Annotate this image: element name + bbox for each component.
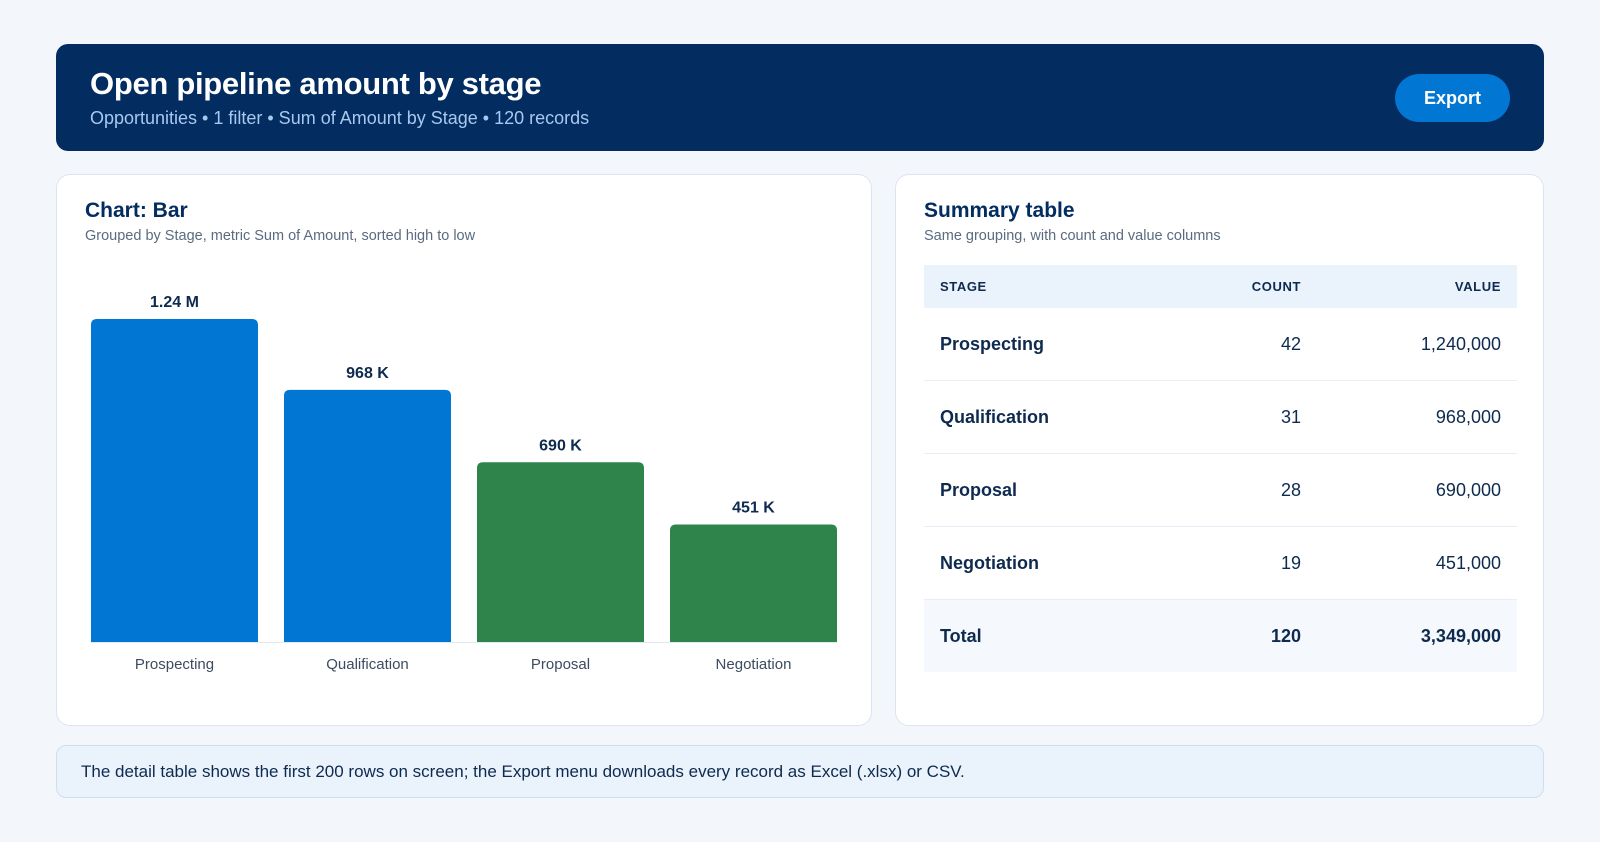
table-row: Prospecting 42 1,240,000: [924, 308, 1517, 381]
chart-card-title: Chart: Bar: [85, 199, 188, 222]
summary-card-subtitle: Same grouping, with count and value colu…: [924, 228, 1221, 244]
summary-table: STAGE COUNT VALUE Prospecting 42 1,240,0…: [924, 265, 1517, 672]
table-header-row: STAGE COUNT VALUE: [924, 265, 1517, 308]
page-title: Open pipeline amount by stage: [90, 66, 542, 101]
category-label: Negotiation: [716, 656, 792, 673]
table-row: Proposal 28 690,000: [924, 453, 1517, 527]
stage-cell: Negotiation: [924, 526, 1165, 600]
count-cell: 42: [1165, 308, 1317, 381]
report-subtitle: Opportunities • 1 filter • Sum of Amount…: [90, 108, 590, 128]
category-label: Proposal: [531, 656, 590, 673]
bar-prospecting[interactable]: [91, 319, 258, 642]
total-label-cell: Total: [924, 599, 1165, 672]
summary-card: Summary table Same grouping, with count …: [895, 174, 1544, 726]
category-label: Prospecting: [135, 656, 214, 673]
total-count-cell: 120: [1165, 599, 1317, 672]
bar-proposal[interactable]: [477, 462, 644, 642]
category-label: Qualification: [326, 656, 409, 673]
value-cell: 968,000: [1317, 380, 1517, 454]
stage-cell: Qualification: [924, 380, 1165, 454]
count-cell: 31: [1165, 380, 1317, 454]
bar-value-label: 968 K: [346, 365, 389, 382]
total-row: Total 120 3,349,000: [924, 599, 1517, 672]
bar-chart: 1.24 M Prospecting 968 K Qualification 690 K…: [91, 294, 837, 673]
value-cell: 690,000: [1317, 453, 1517, 527]
report-header: Open pipeline amount by stage Opportunit…: [56, 44, 1544, 151]
bar-value-label: 690 K: [539, 437, 582, 454]
table-row: Qualification 31 968,000: [924, 380, 1517, 454]
export-info-note: The detail table shows the first 200 row…: [56, 745, 1544, 798]
export-button[interactable]: Export: [1395, 74, 1510, 122]
count-cell: 19: [1165, 526, 1317, 600]
column-header-count[interactable]: COUNT: [1165, 265, 1317, 308]
value-cell: 451,000: [1317, 526, 1517, 600]
stage-cell: Proposal: [924, 453, 1165, 527]
chart-card: Chart: Bar Grouped by Stage, metric Sum …: [56, 174, 872, 726]
count-cell: 28: [1165, 453, 1317, 527]
total-value-cell: 3,349,000: [1317, 599, 1517, 672]
stage-cell: Prospecting: [924, 308, 1165, 381]
bar-qualification[interactable]: [284, 389, 451, 642]
bar-value-label: 451 K: [732, 500, 775, 517]
column-header-stage[interactable]: STAGE: [924, 265, 1165, 308]
bar-negotiation[interactable]: [670, 524, 837, 642]
table-row: Negotiation 19 451,000: [924, 526, 1517, 600]
value-cell: 1,240,000: [1317, 308, 1517, 381]
summary-card-title: Summary table: [924, 199, 1075, 222]
bar-value-label: 1.24 M: [150, 294, 199, 311]
column-header-value[interactable]: VALUE: [1317, 265, 1517, 308]
chart-card-subtitle: Grouped by Stage, metric Sum of Amount, …: [85, 228, 476, 244]
